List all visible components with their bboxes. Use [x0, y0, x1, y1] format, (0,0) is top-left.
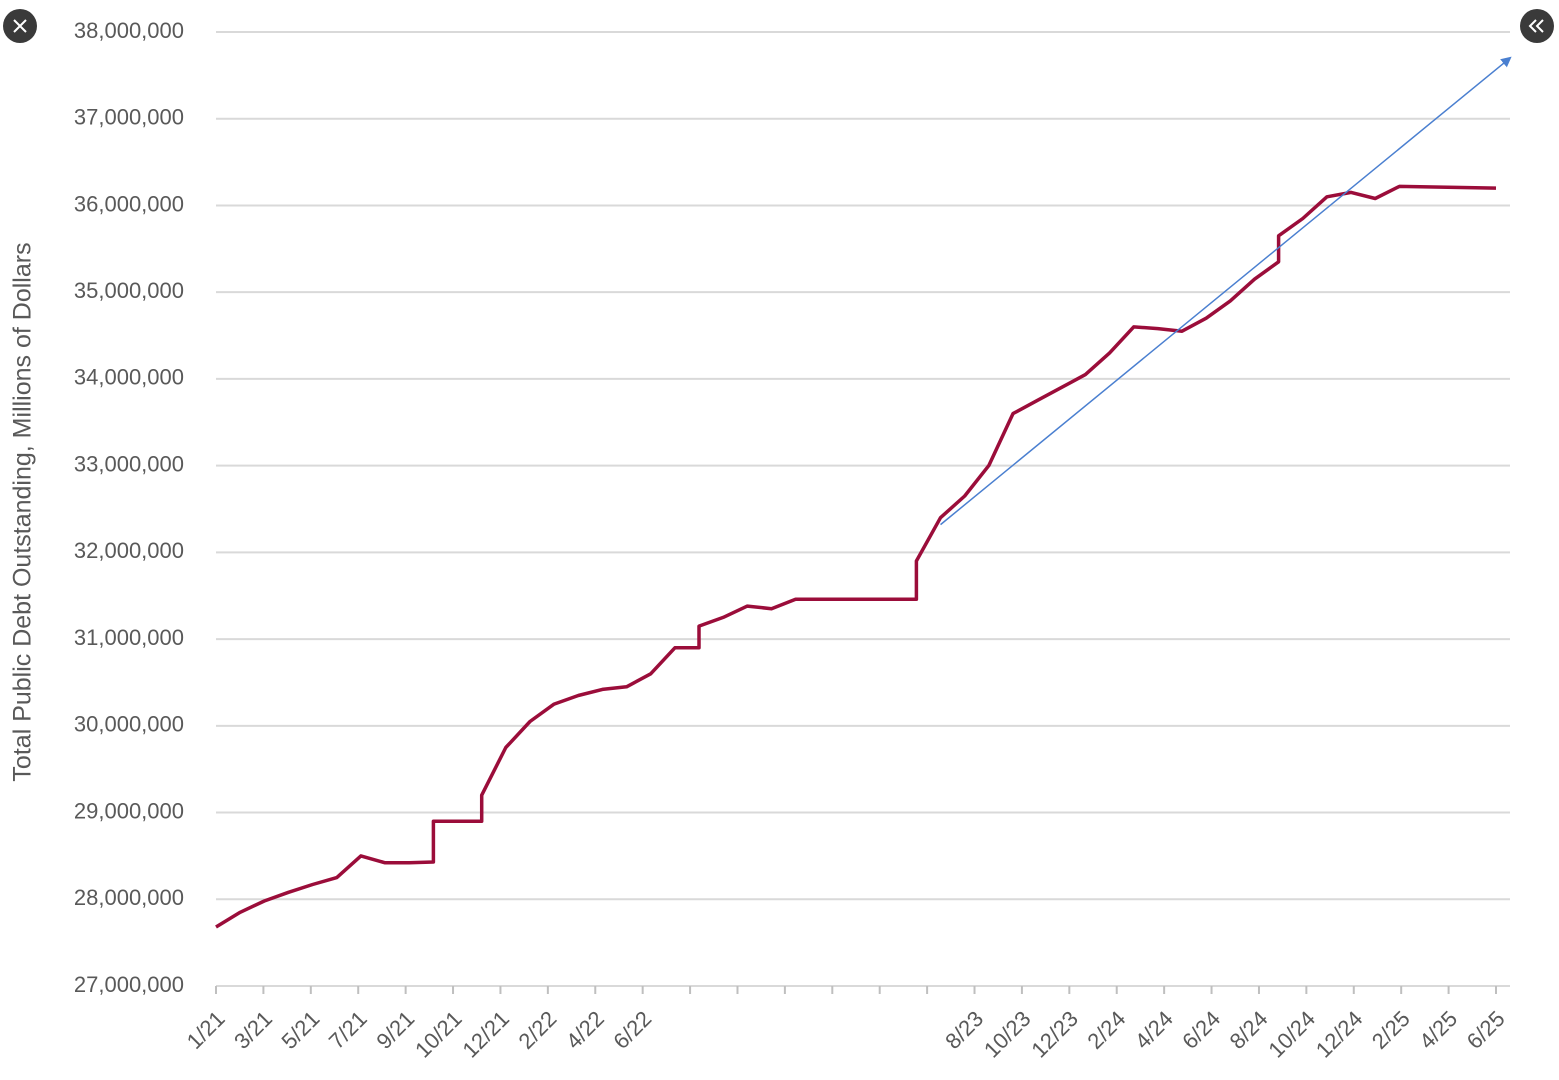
x-tick-label: 5/21 [276, 1006, 324, 1054]
x-tick-label: 12/21 [457, 1006, 514, 1063]
x-tick-label: 4/24 [1130, 1006, 1178, 1054]
trend-arrow [940, 56, 1512, 526]
y-tick-label: 31,000,000 [74, 625, 184, 650]
x-tick-label: 2/25 [1367, 1006, 1415, 1054]
y-tick-label: 33,000,000 [74, 451, 184, 476]
x-tick-label: 7/21 [324, 1006, 372, 1054]
x-tick-label: 10/21 [410, 1006, 467, 1063]
x-tick-label: 4/25 [1414, 1006, 1462, 1054]
y-tick-label: 34,000,000 [74, 365, 184, 390]
x-tick-label: 3/21 [229, 1006, 277, 1054]
y-tick-label: 37,000,000 [74, 105, 184, 130]
y-tick-label: 29,000,000 [74, 798, 184, 823]
y-tick-label: 38,000,000 [74, 18, 184, 43]
y-tick-label: 28,000,000 [74, 885, 184, 910]
x-tick-label: 10/23 [979, 1006, 1036, 1063]
y-tick-label: 27,000,000 [74, 972, 184, 997]
x-tick-label: 12/24 [1311, 1006, 1368, 1063]
y-tick-label: 35,000,000 [74, 278, 184, 303]
x-tick-label: 12/23 [1026, 1006, 1083, 1063]
x-tick-label: 2/22 [514, 1006, 562, 1054]
x-tick-label: 10/24 [1263, 1006, 1320, 1063]
y-tick-label: 32,000,000 [74, 538, 184, 563]
debt-line [215, 184, 1497, 929]
y-tick-label: 30,000,000 [74, 712, 184, 737]
x-tick-label: 6/24 [1177, 1006, 1225, 1054]
x-tick-label: 6/25 [1462, 1006, 1510, 1054]
x-tick-label: 4/22 [561, 1006, 609, 1054]
close-button[interactable] [3, 9, 37, 43]
x-tick-label: 6/22 [608, 1006, 656, 1054]
x-tick-label: 2/24 [1082, 1006, 1130, 1054]
x-tick-label: 1/21 [182, 1006, 230, 1054]
y-axis-title: Total Public Debt Outstanding, Millions … [9, 242, 37, 781]
y-tick-label: 36,000,000 [74, 191, 184, 216]
collapse-button[interactable] [1520, 9, 1554, 43]
